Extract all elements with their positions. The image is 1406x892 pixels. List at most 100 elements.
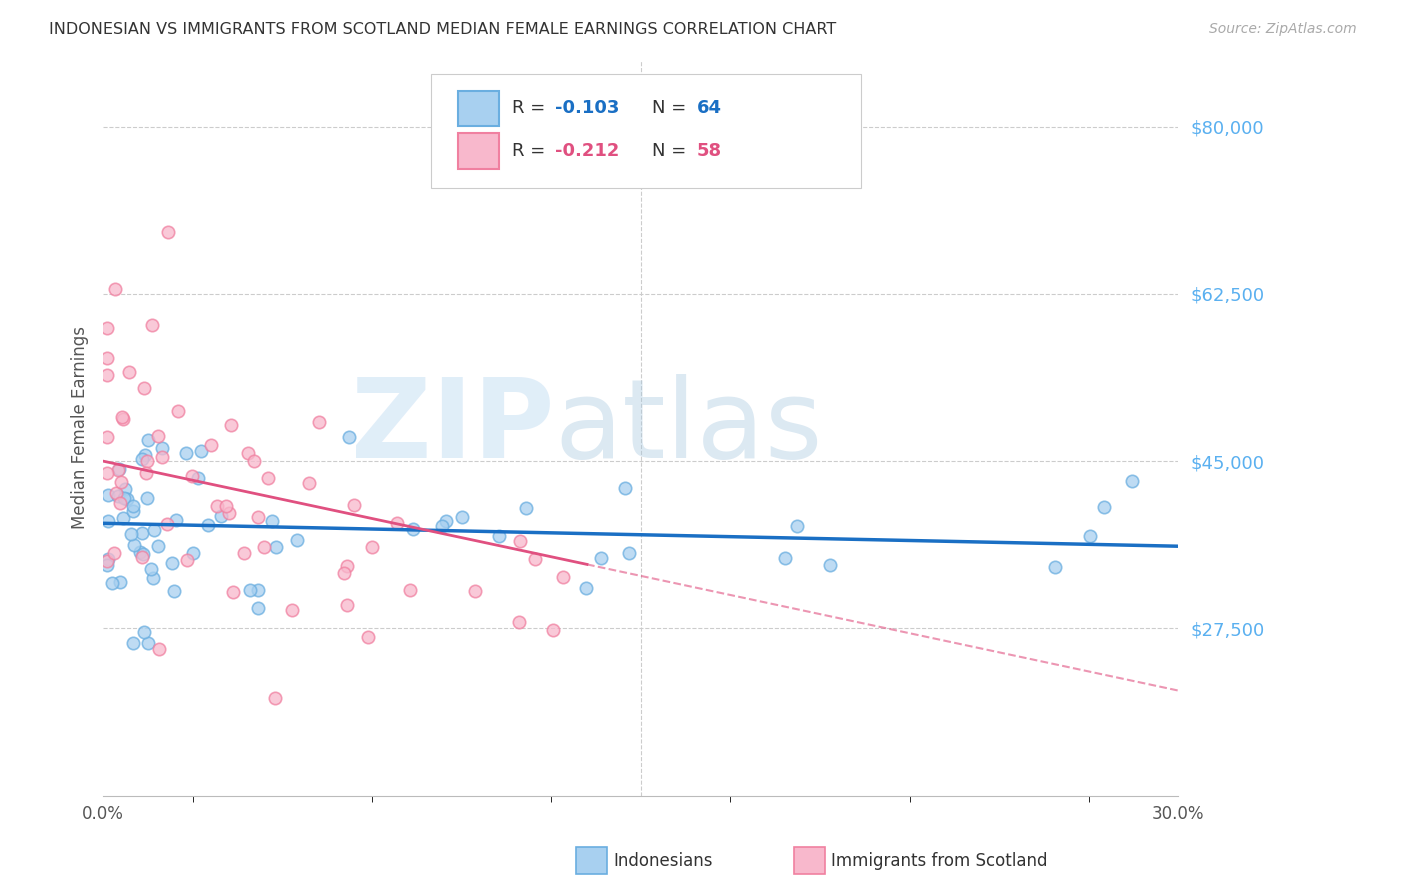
Point bbox=[166, 513, 188, 527]
Text: Indonesians: Indonesians bbox=[613, 852, 713, 870]
Point bbox=[96, 430, 118, 444]
Point bbox=[1045, 560, 1067, 574]
FancyBboxPatch shape bbox=[432, 74, 862, 188]
Point bbox=[96, 466, 118, 480]
Point bbox=[143, 523, 166, 537]
Point bbox=[96, 368, 118, 383]
FancyBboxPatch shape bbox=[458, 90, 499, 126]
Text: N =: N = bbox=[651, 99, 692, 117]
Point bbox=[197, 517, 219, 532]
Point bbox=[136, 636, 159, 650]
Point bbox=[163, 584, 186, 599]
Text: -0.103: -0.103 bbox=[555, 99, 619, 117]
Point bbox=[162, 557, 184, 571]
Point bbox=[264, 540, 287, 554]
Point bbox=[148, 428, 170, 442]
Point bbox=[107, 463, 129, 477]
Point bbox=[108, 496, 131, 510]
Point bbox=[174, 446, 197, 460]
Point bbox=[247, 600, 270, 615]
Point bbox=[1092, 500, 1115, 514]
Point bbox=[167, 404, 190, 418]
Point bbox=[131, 549, 153, 564]
Point bbox=[112, 411, 135, 425]
Text: R =: R = bbox=[512, 142, 551, 160]
Point bbox=[117, 491, 139, 506]
Point bbox=[523, 552, 546, 566]
Point bbox=[136, 433, 159, 447]
Point bbox=[1121, 475, 1143, 489]
Point bbox=[156, 225, 179, 239]
Point bbox=[336, 559, 359, 574]
Point bbox=[342, 498, 364, 512]
Point bbox=[176, 552, 198, 566]
Point bbox=[181, 469, 204, 483]
Point bbox=[187, 471, 209, 485]
Point bbox=[122, 636, 145, 650]
Point bbox=[239, 582, 262, 597]
Point bbox=[432, 518, 454, 533]
Point bbox=[107, 462, 129, 476]
Point bbox=[285, 533, 308, 548]
Point bbox=[336, 598, 359, 612]
Point bbox=[541, 623, 564, 637]
Point bbox=[146, 539, 169, 553]
Point bbox=[156, 517, 179, 532]
Point bbox=[820, 558, 842, 572]
Text: INDONESIAN VS IMMIGRANTS FROM SCOTLAND MEDIAN FEMALE EARNINGS CORRELATION CHART: INDONESIAN VS IMMIGRANTS FROM SCOTLAND M… bbox=[49, 22, 837, 37]
Point bbox=[786, 518, 808, 533]
Point bbox=[96, 554, 118, 568]
Point bbox=[112, 491, 135, 505]
Point bbox=[120, 526, 142, 541]
Text: N =: N = bbox=[651, 142, 692, 160]
Point bbox=[121, 504, 143, 518]
Point bbox=[263, 691, 285, 706]
Point bbox=[132, 547, 155, 561]
Point bbox=[118, 365, 141, 379]
Point bbox=[337, 430, 360, 444]
Point bbox=[101, 576, 124, 591]
Point bbox=[222, 585, 245, 599]
Point bbox=[209, 508, 232, 523]
Text: 58: 58 bbox=[697, 142, 721, 160]
Point bbox=[257, 471, 280, 485]
Point bbox=[205, 499, 228, 513]
Point bbox=[181, 545, 204, 559]
Point bbox=[132, 624, 155, 639]
Point bbox=[134, 448, 156, 462]
Point bbox=[200, 438, 222, 452]
Point bbox=[131, 525, 153, 540]
Point bbox=[515, 500, 537, 515]
Point bbox=[136, 454, 159, 468]
Point bbox=[122, 538, 145, 552]
Point bbox=[434, 514, 457, 528]
Point bbox=[553, 570, 575, 584]
Text: Source: ZipAtlas.com: Source: ZipAtlas.com bbox=[1209, 22, 1357, 37]
Point bbox=[148, 641, 170, 656]
Point bbox=[614, 481, 637, 495]
Point bbox=[135, 466, 157, 480]
Point bbox=[139, 562, 162, 576]
Point bbox=[333, 566, 356, 580]
Point bbox=[190, 444, 212, 458]
Point bbox=[97, 488, 120, 502]
Point bbox=[246, 582, 269, 597]
Point bbox=[96, 351, 118, 365]
Point bbox=[464, 584, 486, 599]
Point bbox=[141, 318, 163, 332]
Point bbox=[107, 489, 129, 503]
Point bbox=[253, 541, 276, 555]
Point bbox=[509, 533, 531, 548]
Point bbox=[104, 282, 127, 296]
Point bbox=[132, 381, 155, 395]
Point bbox=[508, 615, 530, 629]
Point bbox=[142, 571, 165, 585]
Point bbox=[589, 550, 612, 565]
Point bbox=[214, 499, 236, 513]
Point bbox=[385, 516, 408, 531]
Point bbox=[96, 514, 118, 528]
Point bbox=[96, 320, 118, 334]
Point bbox=[111, 410, 134, 425]
Point bbox=[131, 452, 153, 467]
Point bbox=[135, 491, 157, 505]
